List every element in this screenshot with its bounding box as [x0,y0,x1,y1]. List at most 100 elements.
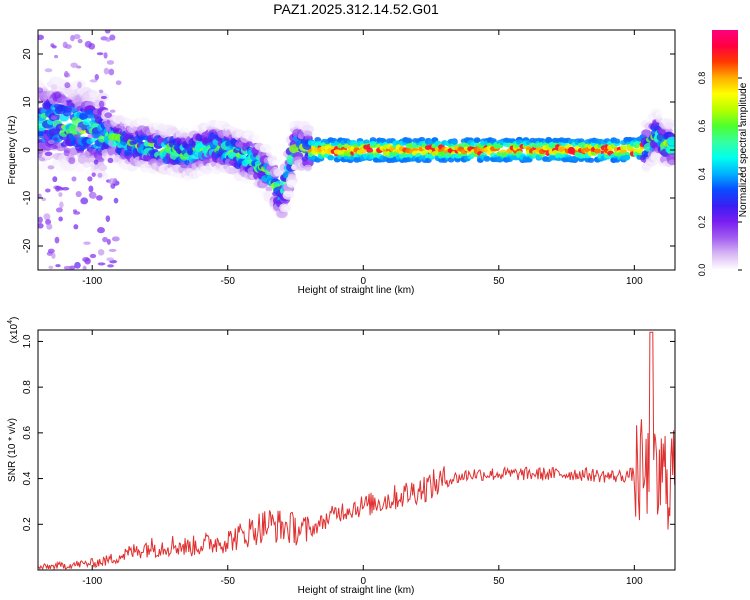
spectrogram-ytick-label: -20 [22,238,33,253]
spectrogram-cell [108,68,115,76]
spectrogram-cell [473,137,481,143]
snr-axes: -100 -50 0 50 100 0.2 0.4 0.6 0.8 1.0 [22,330,675,587]
spectrogram-cell [287,173,296,180]
spectrogram-xtick-label: 50 [493,276,505,287]
spectrogram-cell [140,117,151,126]
colorbar-tick-label: 0.4 [697,168,707,181]
spectrogram-cell [303,130,313,138]
spectrogram-cell [73,34,81,40]
spectrogram-cell [88,42,96,50]
spectrogram-cell [98,100,105,108]
spectrogram-cell [668,159,675,166]
spectrogram-cell [314,136,322,143]
spectrogram-cell [45,218,52,225]
spectrogram-cell [47,165,55,170]
spectrogram-xtick-label: -50 [221,276,236,287]
spectrogram-cell [83,162,91,168]
spectrogram-cell [171,127,179,133]
colorbar-ticks: 0.0 0.2 0.4 0.6 0.8 [697,72,742,277]
spectrogram-cell [38,193,42,199]
spectrogram-cell [47,139,55,145]
spectrogram-cell [102,236,108,243]
spectrogram-cell [545,137,553,143]
spectrogram-cell [369,137,377,143]
spectrogram-cell [52,96,58,102]
spectrogram-cell [38,87,44,94]
spectrogram-cell [636,148,644,154]
snr-frame [37,329,676,571]
spectrogram-cell [97,227,105,234]
spectrogram-cell [379,137,387,144]
spectrogram-cell [98,89,104,94]
spectrogram-cell [179,127,190,135]
spectrogram-cell [58,192,63,197]
spectrogram-cell [96,195,103,201]
spectrogram-cell [68,157,76,165]
colorbar-tick-label: 0.0 [697,264,707,277]
spectrogram-ytick-label: 10 [22,96,33,108]
spectrogram-cell [65,107,71,111]
colorbar-tick-label: 0.6 [697,120,707,133]
snr-xtick-label: 100 [626,576,643,587]
spectrogram-cell [197,142,204,148]
spectrogram-cell [246,141,253,147]
spectrogram-cell [51,252,56,259]
spectrogram-cell [613,138,621,144]
spectrogram-cell [65,99,72,103]
colorbar-tick-label: 0.8 [697,72,707,85]
spectrogram-cell [265,186,273,192]
snr-xtick-label: 0 [360,576,366,587]
spectrogram-cell [63,265,72,270]
spectrogram-cell [450,139,458,145]
spectrogram-cell [38,223,44,229]
spectrogram-cell [105,127,112,133]
spectrogram-cell [62,41,68,49]
spectrogram-cell [114,127,123,135]
snr-ytick-label: 0.6 [22,425,33,439]
spectrogram-cell [111,236,120,242]
snr-scale-base: (x10 [9,323,20,343]
spectrogram-cell [47,248,55,254]
spectrogram-cell [96,52,104,56]
spectrogram-cell [87,134,94,139]
spectrogram-cell [88,185,94,193]
spectrogram-cell [70,62,78,68]
spectrogram-cell [59,201,64,209]
spectrogram-cell [73,224,79,230]
spectrogram-cell [44,68,53,73]
spectrogram-cell [656,114,663,119]
spectrogram-cell [271,159,280,166]
spectrogram-cell [46,223,53,230]
spectrogram-cell [187,150,195,156]
spectrogram-cell [623,154,631,160]
spectrogram-cell [655,117,663,123]
spectrogram-cell [266,151,272,157]
spectrogram-cell [304,135,312,141]
spectrogram-cell [107,264,114,268]
spectrogram-cell [366,147,374,154]
spectrogram-cell [77,38,83,44]
spectrogram-cell [104,112,113,118]
spectrogram-cell [89,92,98,99]
spectrogram-cell [55,264,61,268]
spectrogram-cell [106,257,114,262]
spectrogram-cell [71,176,77,182]
snr-ytick-label: 0.2 [22,517,33,531]
spectrogram-cell [97,249,105,256]
spectrogram-cell [666,136,675,146]
spectrogram-cell [405,137,413,143]
spectrogram-cell [53,137,58,141]
spectrogram-cell [75,165,85,173]
snr-plot-area [38,330,675,570]
snr-xtick-label: 50 [493,576,505,587]
snr-ytick-label: 1.0 [22,334,33,348]
spectrogram-cell [74,261,81,269]
spectrogram-ylabel: Frequency (Hz) [7,116,18,185]
spectrogram-cell [587,157,595,163]
spectrogram-cell [109,109,116,113]
colorbar: 0.0 0.2 0.4 0.6 0.8 Normalized spectral ampl… [697,30,749,276]
spectrogram-xlabel: Height of straight line (km) [298,285,415,296]
spectrogram-xtick-label: 100 [626,276,643,287]
spectrogram-cell [105,215,111,222]
